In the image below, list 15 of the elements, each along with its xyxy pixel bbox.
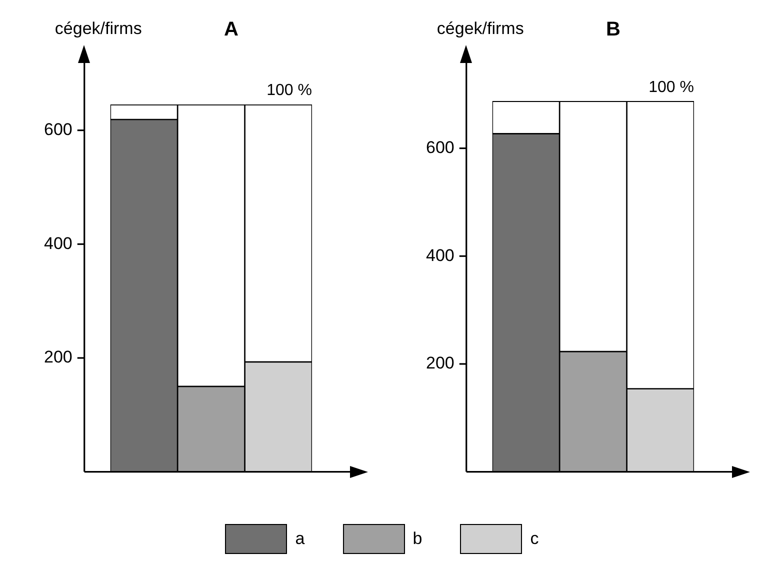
chart-title: A <box>224 18 238 41</box>
y-tick-label: 200 <box>426 354 454 373</box>
y-tick-label: 600 <box>426 138 454 157</box>
legend-label: a <box>295 529 305 549</box>
y-tick-label: 400 <box>426 246 454 265</box>
annotation: 100 % <box>266 82 312 100</box>
y-tick-label: 400 <box>44 234 72 253</box>
chart-title: B <box>606 18 620 41</box>
y-tick-label: 600 <box>44 120 72 139</box>
legend-label: b <box>412 529 422 549</box>
y-tick-label: 200 <box>44 348 72 367</box>
legend-label: c <box>530 529 539 549</box>
annotation: 100 % <box>648 78 694 96</box>
y-axis-title: cégek/firms <box>436 19 524 38</box>
y-axis-title: cégek/firms <box>54 19 142 38</box>
